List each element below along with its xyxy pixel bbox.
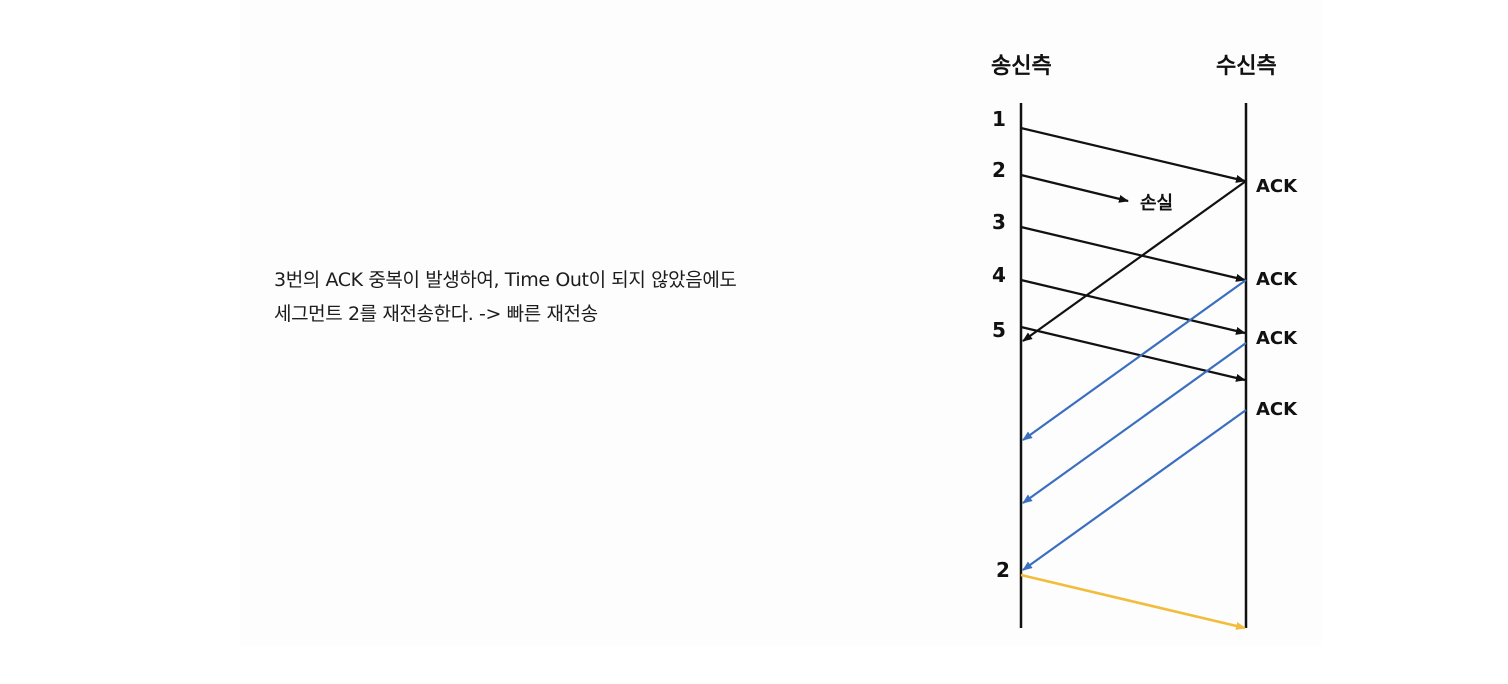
explanation-line-1: 3번의 ACK 중복이 발생하여, Time Out이 되지 않았음에도 (274, 269, 737, 291)
loss-label: 손실 (1140, 193, 1173, 214)
duplicate-ack-arrow-1 (1022, 279, 1247, 441)
retransmit-arrow (1020, 573, 1246, 630)
retransmit-label: 2 (996, 558, 1010, 582)
explanation-line-2: 세그먼트 2를 재전송한다. -> 빠른 재전송 (274, 303, 598, 325)
segment-arrow-1 (1020, 126, 1246, 183)
ack-label-3: ACK (1256, 328, 1298, 349)
segment-arrow-4 (1020, 278, 1246, 335)
segment-label-4: 4 (992, 263, 1006, 287)
segment-label-1: 1 (992, 107, 1006, 131)
ack-label-1: ACK (1256, 176, 1298, 197)
sender-label: 송신측 (991, 54, 1052, 79)
segment-arrow-5 (1020, 325, 1246, 382)
ack-label-4: ACK (1256, 399, 1298, 420)
segment-arrow-3 (1020, 225, 1246, 282)
explanation-text: 3번의 ACK 중복이 발생하여, Time Out이 되지 않았음에도 세그먼… (274, 263, 874, 331)
segment-arrow-2-lost (1020, 173, 1129, 203)
receiver-label: 수신측 (1216, 54, 1277, 79)
ack-arrow-1 (1022, 180, 1247, 342)
slide-background (240, 0, 1322, 646)
duplicate-ack-arrow-2 (1022, 342, 1247, 504)
duplicate-ack-arrow-3 (1022, 409, 1247, 571)
segment-label-2: 2 (992, 158, 1006, 182)
segment-label-3: 3 (992, 210, 1006, 234)
ack-label-2: ACK (1256, 269, 1298, 290)
segment-label-5: 5 (992, 318, 1006, 342)
